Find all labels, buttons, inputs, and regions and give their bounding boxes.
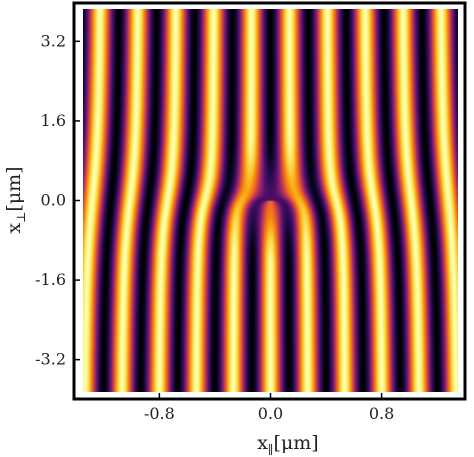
- y-tick-label: 0.0: [41, 191, 66, 210]
- heatmap-image: [83, 9, 458, 392]
- x-tick-label: -0.8: [144, 404, 175, 423]
- y-tick-label: -1.6: [35, 270, 66, 289]
- x-axis-label: x∥[μm]: [257, 432, 318, 457]
- y-tick-label: 3.2: [41, 31, 66, 50]
- y-axis-label: x⊥[μm]: [3, 166, 28, 233]
- y-tick-label: -3.2: [35, 350, 66, 369]
- x-axis-ticks: -0.8 0.0 0.8: [144, 393, 394, 423]
- y-tick-label: 1.6: [41, 111, 66, 130]
- x-tick-label: 0.8: [369, 404, 394, 423]
- y-axis-ticks: 3.2 1.6 0.0 -1.6 -3.2: [35, 31, 80, 369]
- x-tick-label: 0.0: [258, 404, 283, 423]
